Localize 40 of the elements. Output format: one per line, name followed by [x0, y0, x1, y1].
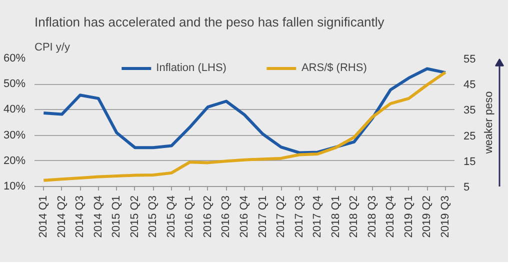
y2-tick-label: 55 — [464, 54, 476, 66]
legend-label: Inflation (LHS) — [156, 62, 226, 74]
x-tick-label: 2017 Q3 — [293, 196, 306, 238]
x-tick-label: 2018 Q2 — [348, 196, 360, 238]
y-axis-title: CPI y/y — [34, 42, 70, 54]
y-tick-label: 50% — [3, 78, 26, 90]
x-tick-label: 2014 Q2 — [56, 196, 68, 238]
y-tick-label: 10% — [3, 180, 26, 192]
x-tick-label: 2016 Q3 — [220, 196, 232, 238]
x-tick-label: 2017 Q2 — [275, 196, 288, 238]
x-tick-label: 2014 Q4 — [92, 196, 104, 238]
x-tick-label: 2014 Q1 — [38, 196, 50, 238]
x-tick-label: 2017 Q1 — [256, 196, 269, 238]
y-tick-label: 60% — [3, 52, 26, 64]
x-tick-label: 2016 Q2 — [202, 196, 214, 238]
x-tick-label: 2018 Q1 — [330, 196, 342, 238]
chart-title: Inflation has accelerated and the peso has fallen significantly — [34, 14, 385, 30]
y-tick-label: 30% — [3, 129, 26, 142]
x-tick-label: 2014 Q3 — [74, 196, 86, 238]
y2-tick-label: 15 — [464, 156, 476, 168]
x-tick-label: 2015 Q4 — [165, 196, 178, 238]
x-tick-label: 2015 Q2 — [128, 196, 141, 238]
x-tick-label: 2017 Q4 — [312, 196, 324, 238]
y-tick-label: 20% — [3, 154, 26, 167]
x-tick-label: 2016 Q4 — [238, 196, 250, 238]
x-tick-label: 2018 Q3 — [366, 196, 378, 238]
x-tick-label: 2016 Q1 — [184, 196, 196, 238]
y2-axis-title: weaker peso — [483, 91, 495, 155]
y2-tick-label: 5 — [464, 182, 470, 194]
y2-tick-label: 45 — [464, 79, 476, 92]
y2-tick-label: 25 — [464, 130, 476, 142]
x-tick-label: 2019 Q2 — [421, 196, 434, 238]
x-tick-label: 2015 Q3 — [147, 196, 160, 238]
legend-label: ARS/$ (RHS) — [301, 62, 367, 74]
x-tick-label: 2019 Q1 — [402, 196, 415, 238]
x-tick-label: 2019 Q3 — [439, 196, 452, 238]
y2-tick-label: 35 — [464, 104, 476, 117]
x-tick-label: 2018 Q4 — [384, 196, 397, 238]
x-tick-label: 2015 Q1 — [110, 196, 123, 238]
y-tick-label: 40% — [3, 104, 26, 116]
